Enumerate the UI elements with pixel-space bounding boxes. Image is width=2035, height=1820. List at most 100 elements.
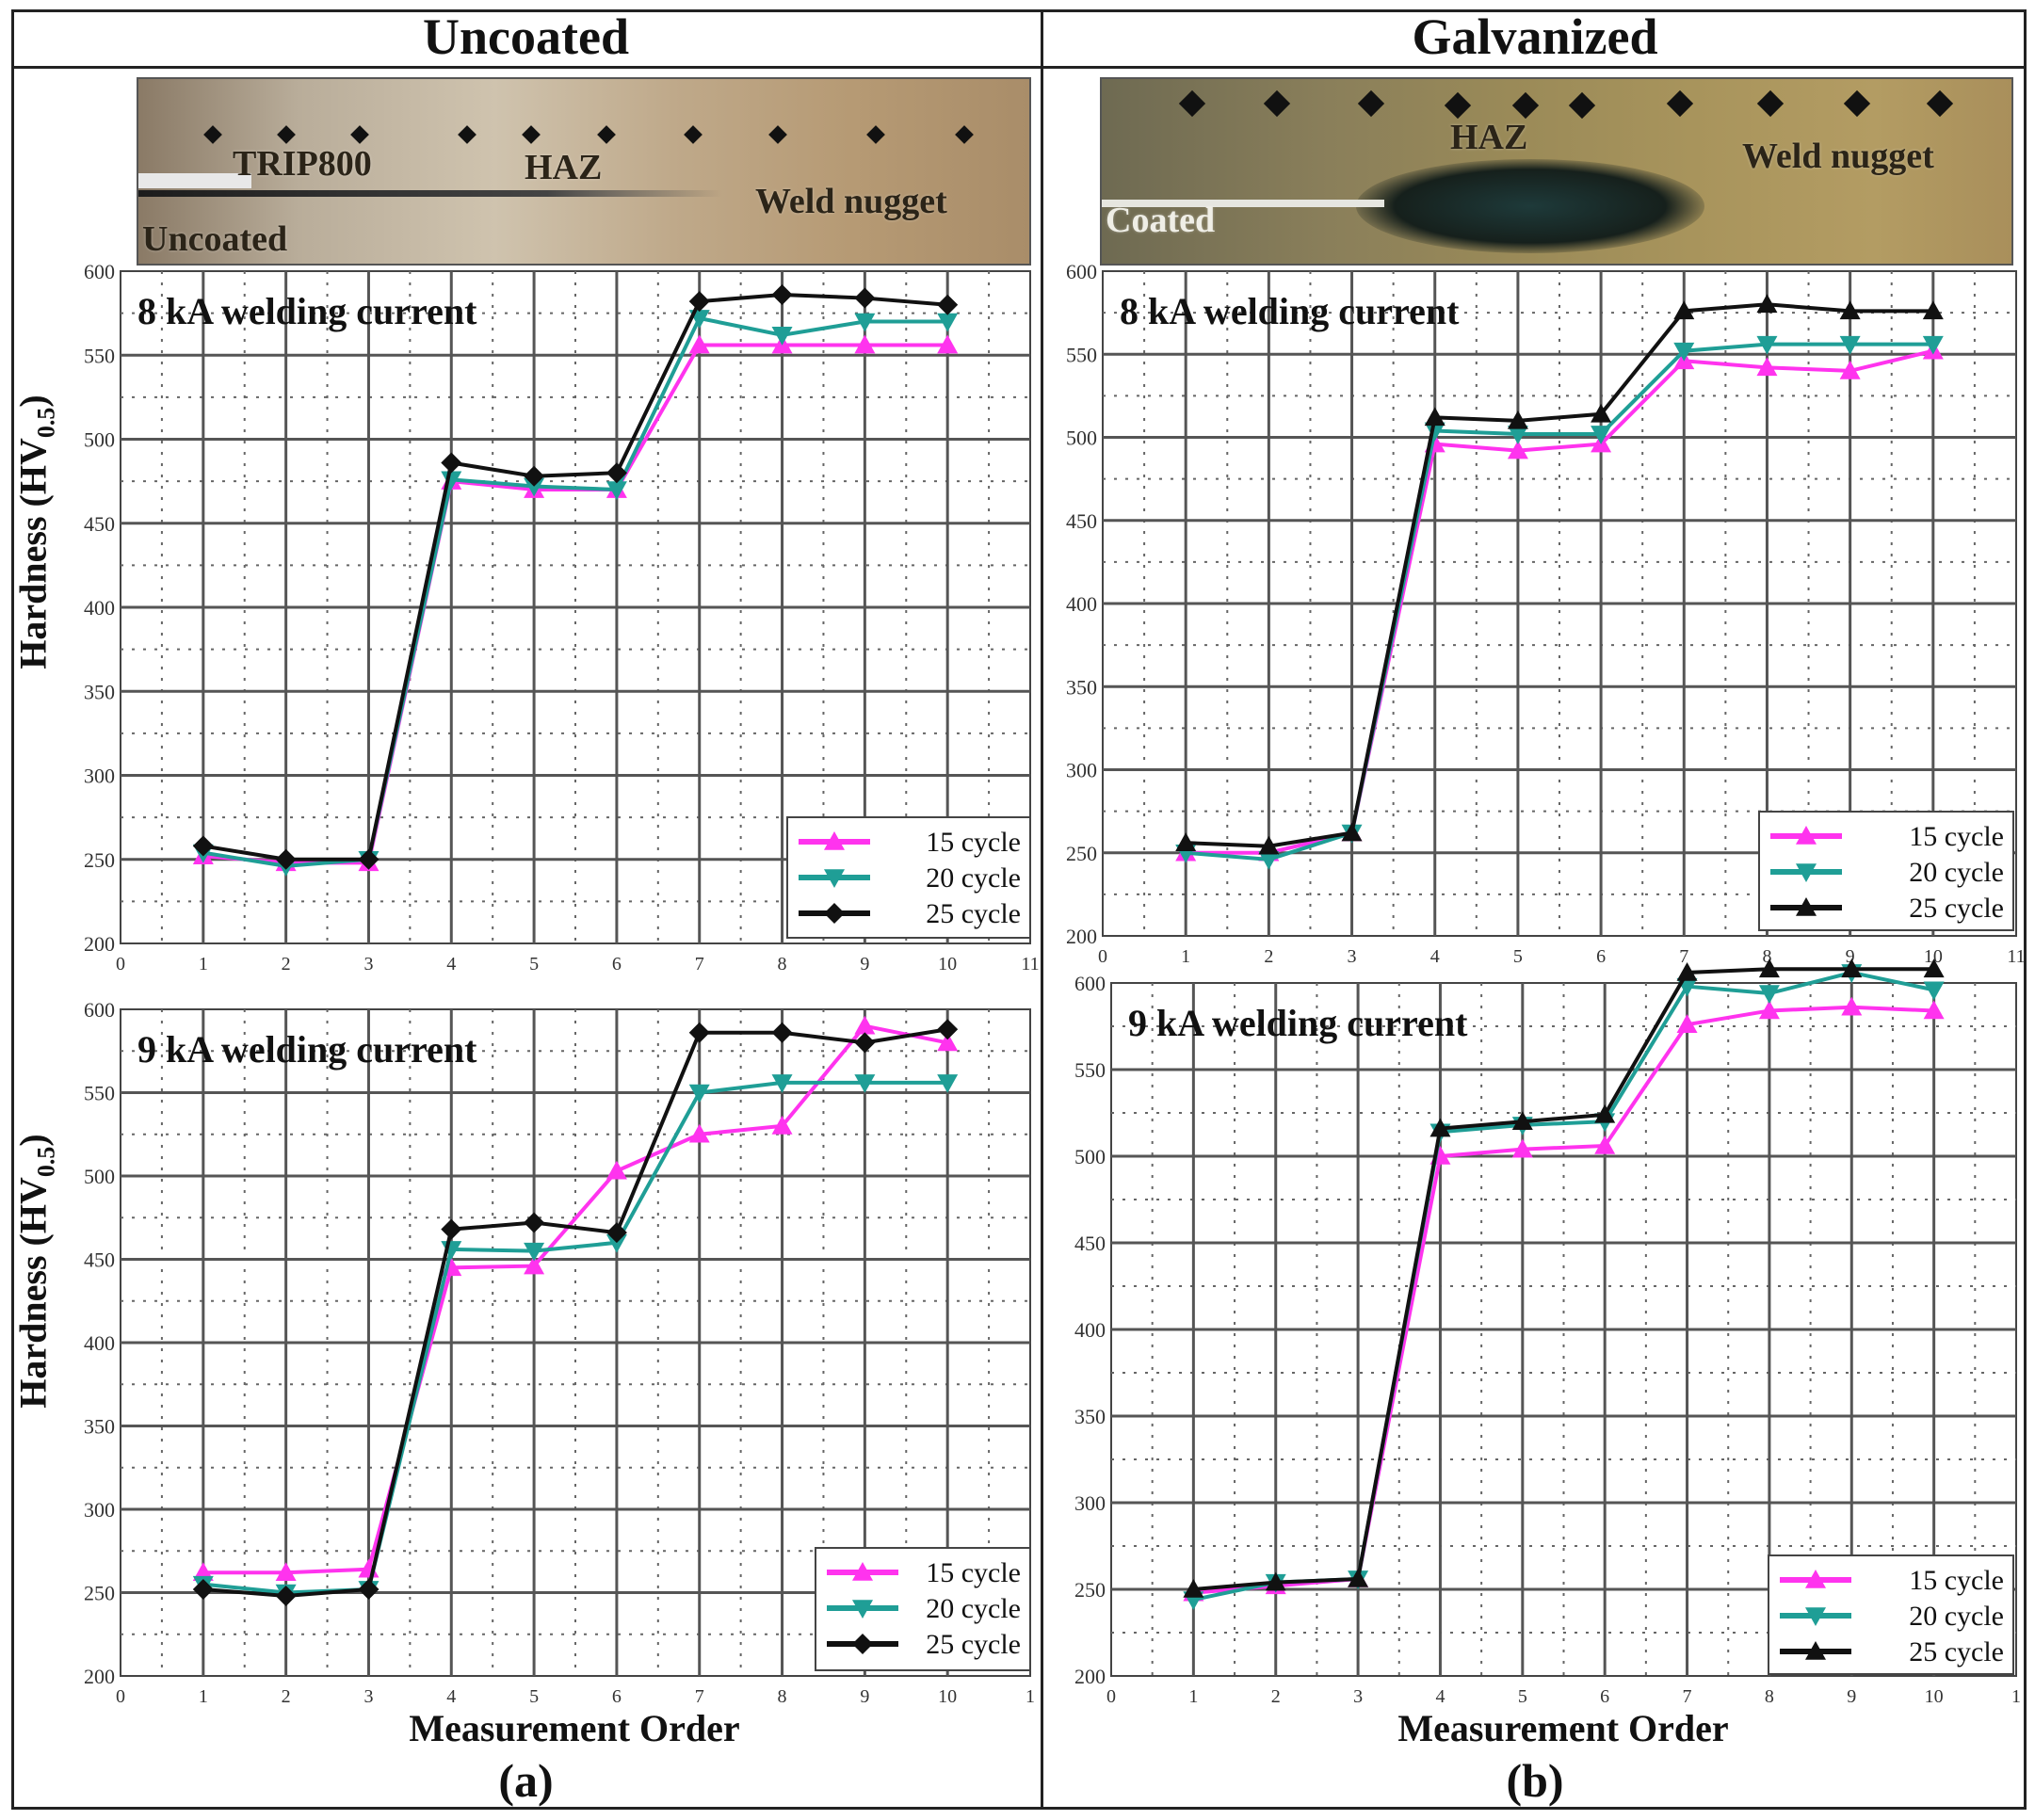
sub-label-a: (a): [498, 1754, 554, 1807]
chart-annotation: 8 kA welding current: [137, 290, 477, 332]
data-point: [1756, 357, 1778, 377]
data-point: [854, 1032, 876, 1054]
x-tick-label: 0: [116, 954, 125, 974]
y-tick-label: 300: [84, 765, 115, 788]
data-point: [1175, 832, 1197, 851]
legend-label: 20 cycle: [926, 862, 1021, 894]
x-tick-label: 8: [778, 1686, 787, 1707]
x-tick-label: 7: [1683, 1686, 1692, 1707]
column-divider: [1041, 9, 1043, 1810]
data-point: [1507, 440, 1528, 459]
y-tick-label: 550: [1066, 343, 1097, 366]
data-point: [1839, 335, 1861, 355]
x-tick-label: 9: [860, 1686, 869, 1707]
x-tick-label: 10: [938, 954, 957, 974]
x-tick-label: 11: [2007, 946, 2025, 967]
chart-panel-3: 200 250 300 350 400 450 500 550 600 0 1 2 3 4 5 6 7 8 9 10 1…: [1074, 958, 2021, 1707]
data-point: [1591, 403, 1612, 423]
legend-marker: [824, 869, 845, 888]
series-line: [202, 1027, 948, 1599]
x-tick-label: 6: [1600, 1686, 1609, 1707]
data-point: [771, 283, 793, 305]
micro-label-trip800: TRIP800: [233, 144, 372, 184]
legend-marker: [852, 1600, 873, 1619]
y-tick-label: 350: [1066, 675, 1097, 699]
data-point: [688, 1022, 710, 1043]
data-point: [358, 1578, 380, 1600]
data-point: [275, 1562, 297, 1582]
sub-label-b: (b): [1506, 1754, 1564, 1807]
legend-label: 20 cycle: [926, 1593, 1021, 1624]
data-point: [524, 1212, 545, 1233]
x-tick-label: 10: [938, 1686, 957, 1707]
x-tick-label: 9: [860, 954, 869, 974]
legend: 15 cycle 20 cycle 25 cycle: [1768, 1554, 2014, 1675]
series-25-cycle: [1175, 294, 1944, 855]
data-point: [606, 462, 627, 484]
data-point: [358, 848, 380, 870]
series-line: [202, 1023, 948, 1575]
y-tick-label: 550: [1074, 1058, 1106, 1082]
x-tick-label: 6: [612, 954, 622, 974]
outer-frame: [11, 9, 2027, 1810]
data-point: [1841, 958, 1863, 978]
y-tick-label: 500: [1066, 427, 1097, 450]
y-tick-label: 300: [1074, 1491, 1106, 1515]
data-point: [1507, 410, 1528, 429]
weld-seam-line: [138, 190, 722, 197]
y-tick-label: 200: [1066, 925, 1097, 948]
legend-label: 25 cycle: [926, 898, 1021, 929]
data-point: [1429, 1118, 1451, 1137]
y-tick-label: 600: [84, 998, 115, 1022]
data-point: [1591, 426, 1612, 444]
legend-marker: [1805, 1607, 1826, 1626]
x-tick-label: 6: [1596, 946, 1606, 967]
x-tick-label: 7: [695, 954, 704, 974]
x-tick-label: 7: [695, 1686, 704, 1707]
micro-label-uncoated: Uncoated: [142, 219, 288, 259]
y-tick-label: 250: [84, 1582, 115, 1605]
legend-marker: [1805, 1570, 1826, 1588]
x-tick-label: 2: [1271, 1686, 1281, 1707]
y-tick-label: 400: [1066, 592, 1097, 616]
data-point: [1676, 961, 1698, 981]
legend-marker: [852, 1562, 873, 1581]
data-point: [606, 1222, 627, 1244]
legend-marker: [1796, 826, 1817, 845]
x-tick-label: 3: [1353, 1686, 1363, 1707]
x-tick-label: 4: [446, 954, 456, 974]
legend-label: 20 cycle: [1909, 1601, 2004, 1632]
data-point: [1258, 835, 1280, 855]
x-axis-label-right: Measurement Order: [1397, 1707, 1729, 1749]
y-tick-label: 300: [84, 1498, 115, 1522]
data-point: [688, 1123, 710, 1143]
y-tick-label: 350: [1074, 1405, 1106, 1428]
data-point: [275, 1586, 297, 1607]
data-point: [1507, 426, 1528, 444]
data-point: [1511, 1138, 1533, 1158]
data-point: [771, 1115, 793, 1135]
micrograph-uncoated: TRIP800 HAZ Weld nugget Uncoated: [137, 77, 1031, 266]
data-point: [275, 848, 297, 870]
data-point: [441, 452, 462, 474]
y-tick-label: 200: [1074, 1665, 1106, 1688]
legend-marker: [1796, 897, 1817, 916]
y-tick-label: 550: [84, 344, 115, 367]
data-point: [937, 313, 959, 332]
data-point: [524, 1242, 545, 1262]
x-tick-label: 6: [612, 1686, 622, 1707]
x-tick-label: 5: [1513, 946, 1523, 967]
y-tick-label: 250: [1066, 842, 1097, 865]
x-tick-label: 4: [1435, 1686, 1445, 1707]
data-point: [441, 1218, 462, 1240]
x-tick-label: 9: [1846, 946, 1855, 967]
data-point: [771, 1022, 793, 1043]
data-point: [1424, 422, 1445, 442]
legend-marker: [824, 903, 845, 924]
legend-marker: [824, 831, 845, 850]
y-tick-label: 200: [84, 1665, 115, 1688]
data-point: [688, 334, 710, 354]
legend: 15 cycle 20 cycle 25 cycle: [786, 816, 1031, 939]
data-point: [1756, 294, 1778, 314]
chart-annotation: 9 kA welding current: [1128, 1002, 1468, 1044]
